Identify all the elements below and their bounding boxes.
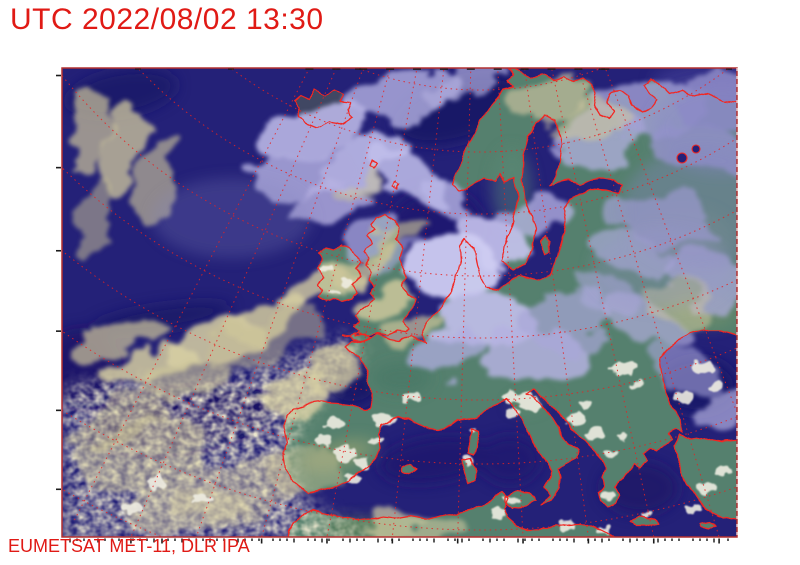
mallorca [402,463,418,476]
shetland [392,181,400,191]
sicily [504,490,538,509]
iceland [292,89,354,129]
anatolia [673,435,737,519]
corsica [468,427,479,456]
edge-ticks [56,68,732,544]
graticule-overlay [62,68,737,537]
sardinia [463,458,477,485]
gotland [541,235,551,256]
credit-label: EUMETSAT MET-11, DLR IPA [8,536,250,556]
ireland [316,245,362,303]
cloud-cream-underlayer [72,393,342,535]
lakes-overlay [676,144,701,164]
coastline-overlay [283,68,737,537]
corsica [469,428,478,455]
sardinia [462,457,478,486]
great-britain [341,212,415,342]
satellite-image [56,67,738,544]
faroe [369,159,378,168]
timestamp-label: UTC 2022/08/02 13:30 [10,3,324,36]
europe-mainland [284,68,737,508]
crete [629,517,660,526]
north-africa [287,491,614,537]
europe-mainland [283,68,737,509]
map-clip-group [62,68,737,537]
haze-layer [152,83,737,308]
cyprus [701,521,717,530]
crete [628,516,661,527]
anatolia [674,436,737,518]
